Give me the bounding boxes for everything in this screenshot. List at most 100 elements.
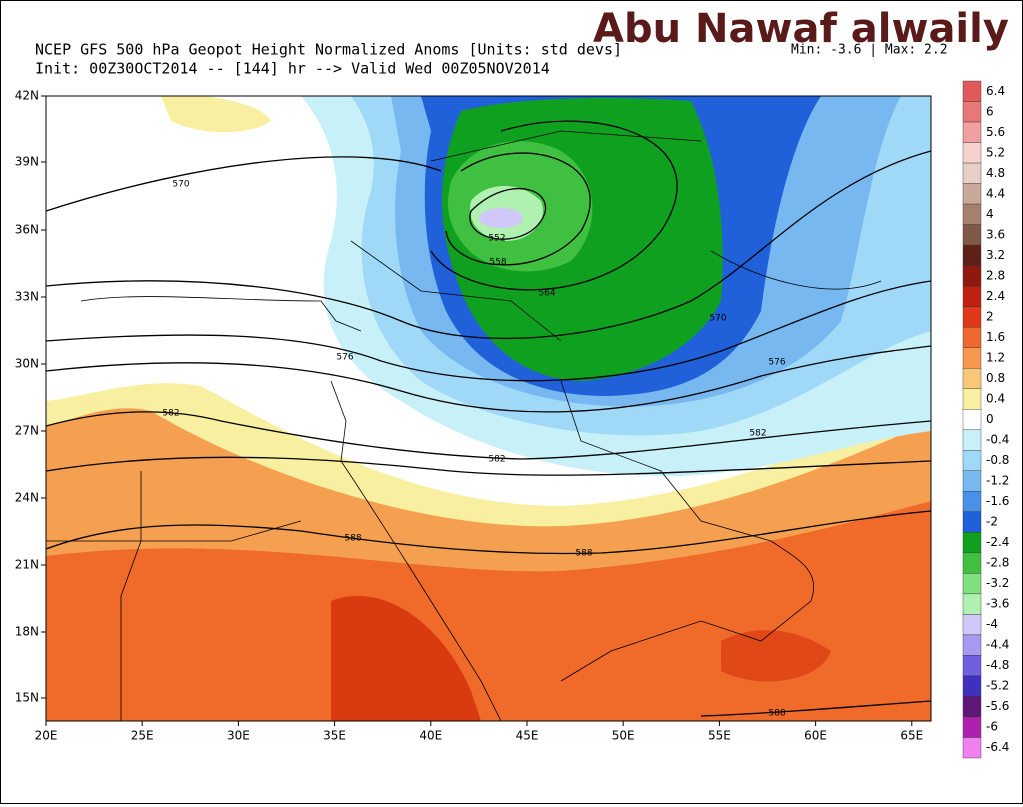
contour-label: 576 xyxy=(768,358,785,368)
colorbar-swatch xyxy=(962,511,982,533)
colorbar-label: 3.2 xyxy=(986,248,1005,262)
colorbar-label: -6.4 xyxy=(986,740,1009,754)
contour-label: 564 xyxy=(538,289,555,299)
colorbar-swatch xyxy=(962,450,982,471)
colorbar-label: 0 xyxy=(986,412,994,426)
colorbar-label: 0.8 xyxy=(986,371,1005,385)
colorbar-label: 5.2 xyxy=(986,145,1005,159)
contour-labels: 570 552 558 564 570 576 576 582 582 582 588 588 588 xyxy=(162,180,785,719)
colorbar-swatch xyxy=(962,593,982,615)
colorbar-label: -1.6 xyxy=(986,494,1009,508)
contour-label: 570 xyxy=(709,314,726,324)
lat-label: 27N xyxy=(15,424,39,438)
colorbar-swatch xyxy=(962,532,982,554)
colorbar-swatch xyxy=(962,101,982,123)
lon-label: 45E xyxy=(516,729,539,743)
colorbar-label: 4.4 xyxy=(986,186,1005,200)
colorbar-swatch xyxy=(962,470,982,492)
colorbar-swatch xyxy=(962,655,982,677)
valid-time: Init: 00Z30OCT2014 -- [144] hr --> Valid… xyxy=(35,60,550,78)
contour-label: 582 xyxy=(488,455,505,465)
colorbar-label: -1.2 xyxy=(986,474,1009,488)
borders xyxy=(46,130,882,721)
colorbar-label: -0.4 xyxy=(986,433,1009,447)
colorbar-label: 2.4 xyxy=(986,289,1005,303)
lon-label: 25E xyxy=(131,729,154,743)
lat-label: 30N xyxy=(15,357,39,371)
colorbar-swatch xyxy=(962,244,982,266)
watermark: Abu Nawaf alwaily xyxy=(593,6,1009,52)
min-max: Min: -3.6 | Max: 2.2 xyxy=(791,43,948,58)
colorbar-label: 4 xyxy=(986,207,994,221)
lon-label: 60E xyxy=(804,729,827,743)
colorbar-swatch xyxy=(962,183,982,205)
lat-label: 24N xyxy=(15,491,39,505)
colorbar-label: 0.4 xyxy=(986,391,1005,405)
lon-label: 20E xyxy=(35,729,58,743)
colorbar-swatch xyxy=(962,696,982,718)
axes: 42N 39N 36N 33N 30N 27N 24N 21N 18N 15N 20E 25E 30E 3… xyxy=(15,89,923,743)
colorbar-label: -4.4 xyxy=(986,638,1009,652)
colorbar-swatch xyxy=(962,347,982,369)
colorbar-swatch xyxy=(962,634,982,656)
colorbar-swatch xyxy=(962,326,982,348)
colorbar-label: -5.2 xyxy=(986,679,1009,693)
colorbar-label: -5.6 xyxy=(986,699,1009,713)
colorbar-swatch xyxy=(962,409,982,430)
contour-label: 588 xyxy=(575,549,592,559)
colorbar-swatch xyxy=(962,224,982,246)
lon-label: 40E xyxy=(419,729,442,743)
contour-label: 582 xyxy=(749,429,766,439)
map-title: NCEP GFS 500 hPa Geopot Height Normalize… xyxy=(35,41,622,59)
colorbar-label: -6 xyxy=(986,720,998,734)
colorbar-swatch xyxy=(962,573,982,595)
colorbar-label: -0.8 xyxy=(986,453,1009,467)
colorbar-label: 5.6 xyxy=(986,125,1005,139)
colorbar-swatch xyxy=(962,716,982,738)
lat-label: 15N xyxy=(15,691,39,705)
height-contours xyxy=(46,120,931,717)
colorbar-label: -4.8 xyxy=(986,658,1009,672)
lon-label: 55E xyxy=(708,729,731,743)
colorbar-label: -4 xyxy=(986,617,998,631)
colorbar-label: 2 xyxy=(986,309,994,323)
map-field xyxy=(46,96,931,721)
colorbar-swatch xyxy=(962,552,982,574)
colorbar-label: -2.8 xyxy=(986,556,1009,570)
colorbar-swatch xyxy=(962,265,982,287)
colorbar-swatch xyxy=(962,368,982,389)
lon-label: 50E xyxy=(612,729,635,743)
lat-label: 39N xyxy=(15,155,39,169)
colorbar-label: 6.4 xyxy=(986,84,1005,98)
lon-label: 30E xyxy=(227,729,250,743)
lon-label: 35E xyxy=(323,729,346,743)
contour-label: 588 xyxy=(768,709,785,719)
contour-label: 552 xyxy=(488,234,505,244)
colorbar-label: 1.6 xyxy=(986,330,1005,344)
colorbar-label: -3.6 xyxy=(986,597,1009,611)
contour-label: 588 xyxy=(344,534,361,544)
colorbar-label: -3.2 xyxy=(986,576,1009,590)
contour-label: 570 xyxy=(172,180,189,190)
lat-label: 33N xyxy=(15,290,39,304)
lon-label: 65E xyxy=(900,729,923,743)
colorbar-swatch xyxy=(962,80,982,102)
colorbar: 6.4 6 5.6 5.2 4.8 4.4 4 3.6 3.2 2.8 2.4 2 1.6 1.2 0.8 0… xyxy=(962,80,1009,759)
colorbar-label: 4.8 xyxy=(986,166,1005,180)
colorbar-swatch xyxy=(962,203,982,225)
colorbar-swatch xyxy=(962,614,982,636)
lat-label: 36N xyxy=(15,223,39,237)
colorbar-label: 2.8 xyxy=(986,268,1005,282)
colorbar-label: 1.2 xyxy=(986,350,1005,364)
lat-label: 21N xyxy=(15,558,39,572)
colorbar-swatch xyxy=(962,737,982,759)
colorbar-swatch xyxy=(962,285,982,307)
contour-label: 576 xyxy=(336,353,353,363)
colorbar-label: 3.6 xyxy=(986,227,1005,241)
contour-label: 558 xyxy=(489,258,506,268)
colorbar-swatch xyxy=(962,306,982,328)
map-border xyxy=(45,95,932,722)
colorbar-swatch xyxy=(962,142,982,164)
